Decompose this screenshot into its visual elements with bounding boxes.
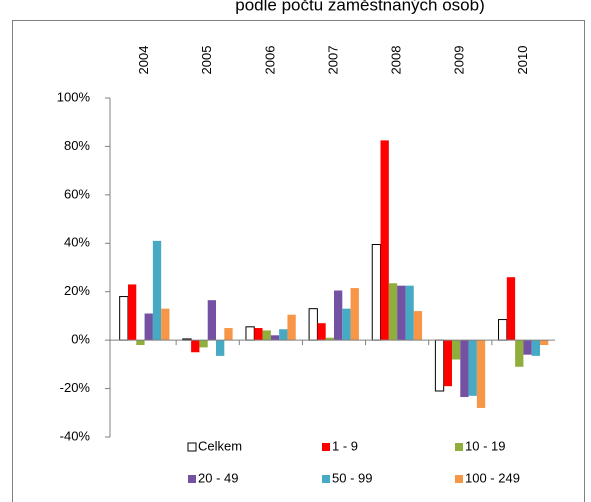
legend-label: 1 - 9 — [332, 438, 358, 453]
bar — [279, 329, 288, 341]
legend-label: 100 - 249 — [465, 470, 520, 485]
bar — [270, 335, 280, 341]
bar — [460, 340, 469, 398]
x-tick-label: 2009 — [452, 46, 467, 75]
y-tick-label: -20% — [60, 380, 91, 395]
bar — [254, 328, 263, 341]
bar — [144, 313, 153, 341]
y-tick-label: 40% — [64, 235, 90, 250]
bar — [443, 340, 452, 387]
bar — [397, 285, 406, 341]
bar — [468, 340, 477, 396]
bar — [161, 308, 170, 341]
legend-marker — [455, 443, 463, 451]
bar — [136, 340, 145, 345]
bar — [127, 284, 137, 341]
bar — [498, 319, 508, 341]
bar — [342, 308, 351, 341]
bar — [262, 330, 271, 341]
bar — [191, 340, 200, 353]
bar — [325, 337, 334, 341]
legend-marker — [455, 475, 463, 483]
bar — [119, 296, 129, 341]
bar — [434, 339, 445, 392]
y-tick-label: -40% — [60, 428, 91, 443]
x-tick-label: 2008 — [389, 46, 404, 75]
legend-marker — [187, 442, 197, 452]
legend-label: 10 - 19 — [465, 438, 505, 453]
bar — [380, 140, 389, 341]
chart-title: podle počtu zaměstnaných osob) — [235, 0, 485, 14]
legend-label: 20 - 49 — [198, 470, 238, 485]
bar — [515, 340, 524, 367]
bar — [317, 323, 326, 341]
chart-frame — [12, 20, 585, 502]
legend-label: Celkem — [198, 438, 242, 453]
legend-marker — [322, 475, 330, 483]
bar — [540, 340, 549, 345]
bar — [308, 308, 318, 341]
y-tick-label: 0% — [71, 332, 90, 347]
bar — [523, 340, 532, 355]
bar — [287, 314, 296, 341]
y-tick-label: 60% — [64, 186, 90, 201]
bar — [199, 340, 208, 348]
legend-marker — [322, 443, 330, 451]
bar — [371, 243, 382, 341]
bar — [476, 340, 486, 408]
legend-marker — [188, 475, 196, 483]
bar — [224, 328, 233, 341]
bar — [216, 340, 225, 356]
y-tick-label: 20% — [64, 283, 90, 298]
x-tick-label: 2005 — [199, 46, 214, 75]
bar — [405, 285, 414, 341]
bar — [152, 240, 162, 341]
legend-label: 50 - 99 — [332, 470, 372, 485]
x-tick-label: 2006 — [262, 46, 277, 75]
x-tick-label: 2007 — [325, 46, 340, 75]
bar — [245, 326, 255, 341]
bar — [334, 290, 343, 341]
bar — [531, 340, 541, 356]
bar — [388, 283, 398, 341]
bar — [207, 300, 217, 341]
y-tick-label: 100% — [57, 89, 91, 104]
bar — [506, 277, 516, 341]
x-tick-label: 2004 — [136, 46, 151, 75]
y-tick-label: 80% — [64, 138, 90, 153]
bar — [350, 288, 359, 341]
x-tick-label: 2010 — [515, 46, 530, 75]
bar — [413, 311, 423, 341]
bar — [451, 340, 461, 360]
